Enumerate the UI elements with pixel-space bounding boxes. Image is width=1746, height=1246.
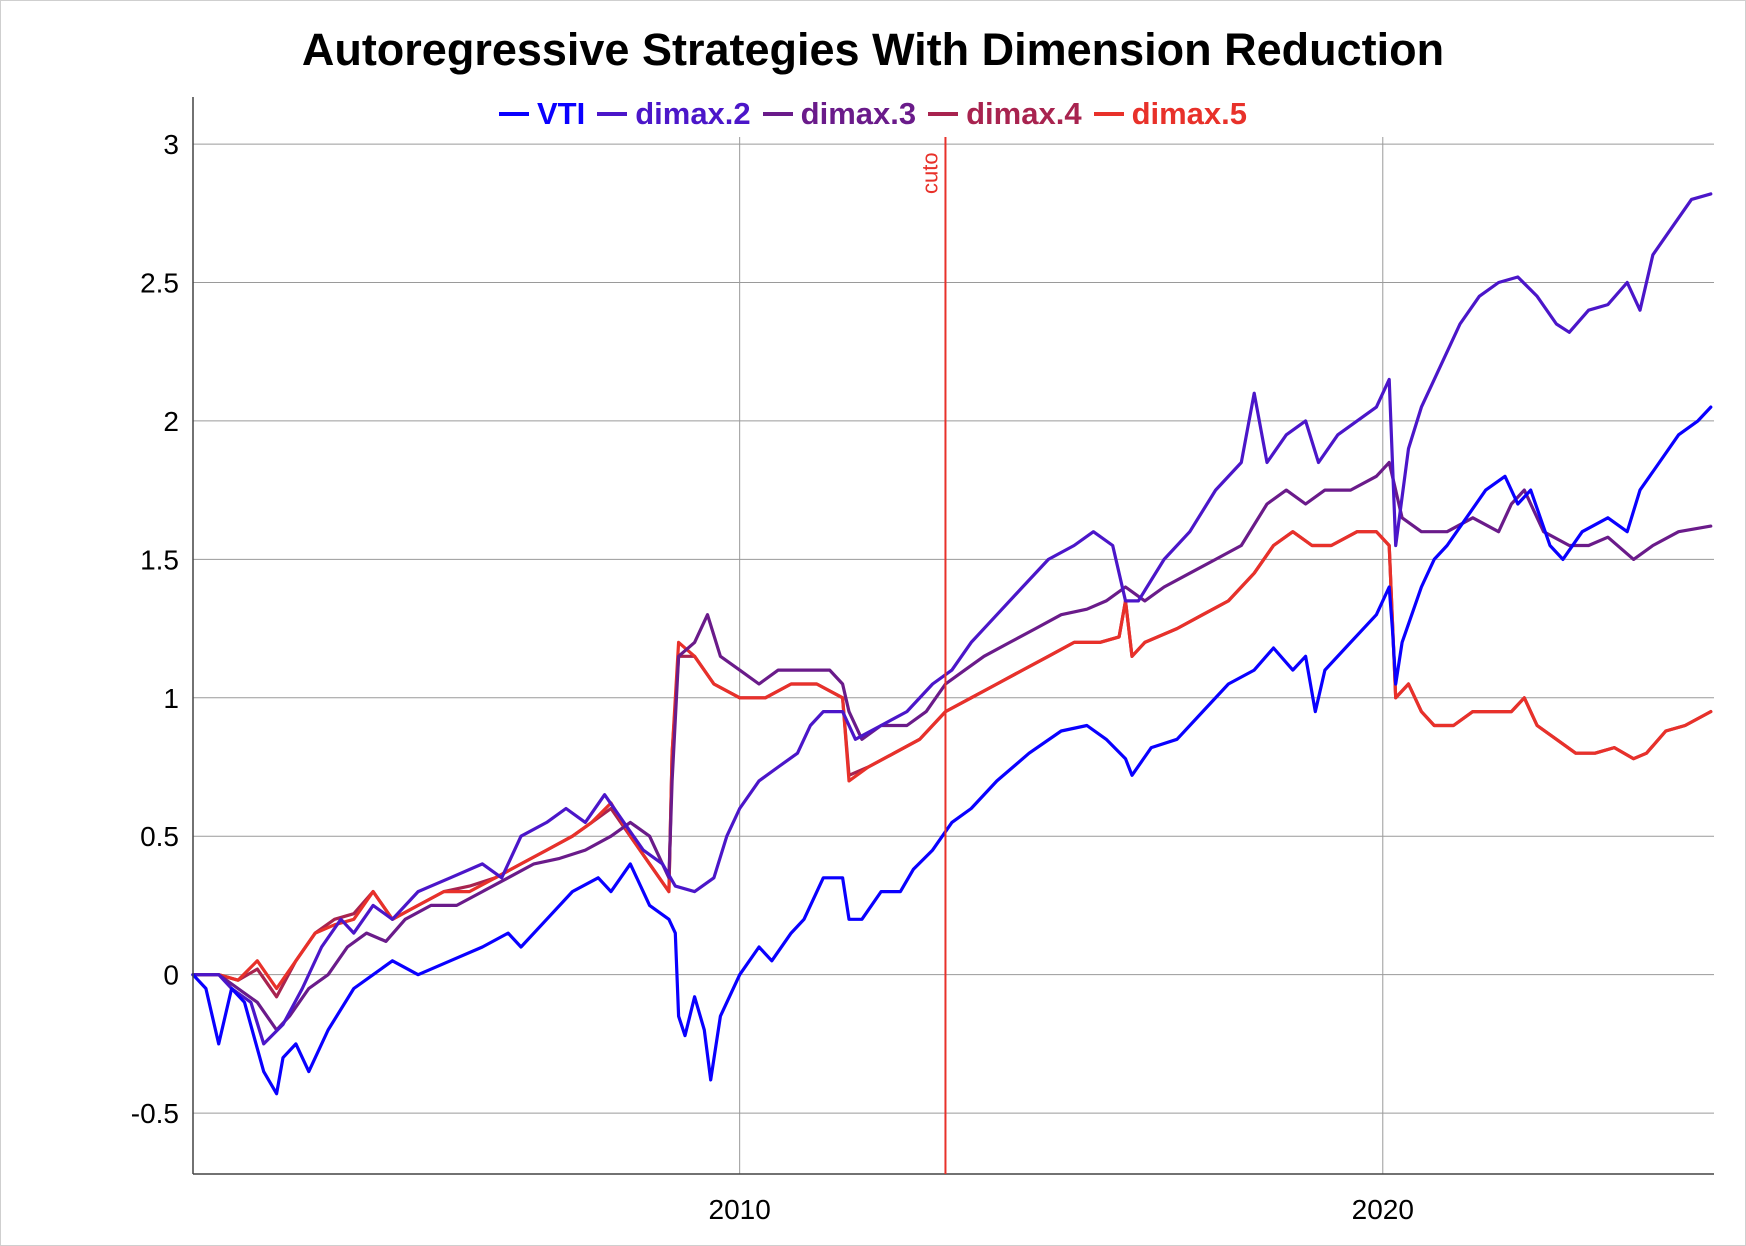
legend-item-dimax-4: dimax.4 — [928, 96, 1082, 132]
legend-swatch — [597, 112, 628, 116]
chart-title: Autoregressive Strategies With Dimension… — [301, 24, 1445, 75]
legend-swatch — [762, 112, 793, 116]
legend-item-dimax-2: dimax.2 — [597, 96, 751, 132]
legend-item-dimax-3: dimax.3 — [762, 96, 917, 132]
legend-label: VTI — [536, 96, 586, 131]
y-tick-label: 2 — [163, 406, 179, 437]
legend-label: dimax.3 — [800, 96, 917, 131]
legend-label: dimax.5 — [1131, 96, 1248, 131]
y-tick-label: 2.5 — [140, 267, 179, 298]
legend-swatch — [498, 112, 529, 116]
series-line-VTI — [191, 405, 1713, 1096]
series-line-dimax-3 — [191, 460, 1713, 1032]
axes: cuto — [192, 97, 1714, 1175]
series-line-dimax-5 — [191, 530, 1713, 991]
legend-item-dimax-5: dimax.5 — [1093, 96, 1248, 132]
y-tick-label: 3 — [163, 129, 179, 160]
y-tick-label: 0.5 — [140, 821, 179, 852]
y-tick-label: -0.5 — [131, 1098, 179, 1129]
gridlines — [193, 137, 1714, 1174]
legend-label: dimax.4 — [966, 96, 1082, 131]
legend-item-VTI: VTI — [498, 96, 586, 132]
series-line-dimax-4 — [191, 530, 1713, 999]
y-tick-label: 1.5 — [140, 544, 179, 575]
chart-legend: VTI dimax.2 dimax.3 dimax.4 dimax.5 — [0, 96, 1746, 132]
tick-labels: -0.5 0 0.5 1 1.5 2 2.5 3 2010 2020 — [131, 129, 1414, 1225]
y-tick-label: 0 — [163, 960, 179, 991]
x-tick-label: 2010 — [709, 1194, 771, 1225]
legend-swatch — [1093, 112, 1124, 116]
y-tick-label: 1 — [163, 683, 179, 714]
x-tick-label: 2020 — [1352, 1194, 1414, 1225]
cutoff-label: cuto — [917, 152, 942, 194]
legend-swatch — [928, 112, 959, 116]
series-line-dimax-2 — [191, 192, 1713, 1046]
legend-label: dimax.2 — [635, 96, 751, 131]
series-lines — [191, 192, 1713, 1096]
